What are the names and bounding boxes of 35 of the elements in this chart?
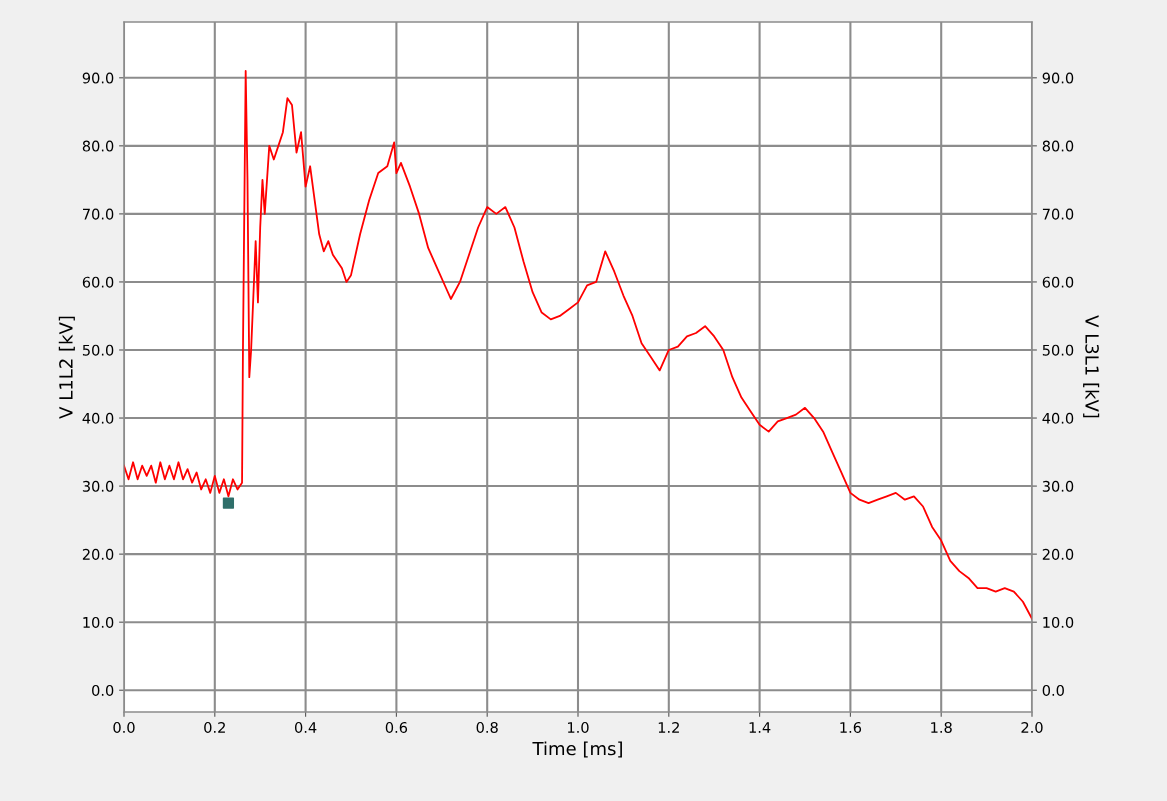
x-tick-label: 0.4 <box>294 721 317 734</box>
y-tick-label: 10.0 <box>83 616 114 628</box>
x-tick-label: 0.6 <box>385 721 408 734</box>
y-tick-label: 60.0 <box>82 276 114 288</box>
y-axis-title: V L1L2 [kV] <box>58 316 75 419</box>
y2-axis-title: V L3L1 [kV] <box>1083 315 1100 418</box>
y-tick-label: 40.0 <box>82 412 114 424</box>
x-tick-label: 1.4 <box>749 722 771 733</box>
line-series <box>124 70 1032 620</box>
y-tick-label: 70.0 <box>83 208 114 220</box>
y-tick-label: 50.0 <box>82 344 114 356</box>
y2-tick-label: 0.0 <box>1042 684 1064 696</box>
x-tick-label: 2.0 <box>1021 721 1043 734</box>
y-tick-label: 0.0 <box>92 684 114 696</box>
y-tick-label: 90.0 <box>82 72 114 84</box>
y2-tick-label: 50.0 <box>1042 344 1074 356</box>
y2-tick-label: 90.0 <box>1042 72 1074 84</box>
y2-tick-label: 30.0 <box>1042 480 1074 492</box>
y-tick-label: 30.0 <box>82 480 114 492</box>
x-tick-label: 1.0 <box>568 721 589 734</box>
y2-tick-label: 70.0 <box>1042 208 1074 220</box>
y2-tick-label: 10.0 <box>1043 616 1074 628</box>
x-tick-label: 1.8 <box>931 721 952 734</box>
y2-tick-label: 80.0 <box>1042 140 1074 152</box>
x-tick-label: 0.8 <box>476 721 498 734</box>
y-tick-label: 80.0 <box>82 140 114 152</box>
y-tick-label: 20.0 <box>82 548 114 560</box>
y2-tick-label: 20.0 <box>1042 548 1074 560</box>
x-tick-label: 0.0 <box>113 721 135 734</box>
y2-tick-label: 60.0 <box>1042 276 1074 288</box>
y2-tick-label: 40.0 <box>1042 412 1074 424</box>
x-axis-title: Time [ms] <box>532 741 622 758</box>
x-tick-label: 1.6 <box>840 721 862 734</box>
x-tick-label: 1.2 <box>658 721 679 733</box>
x-tick-label: 0.2 <box>204 721 225 734</box>
